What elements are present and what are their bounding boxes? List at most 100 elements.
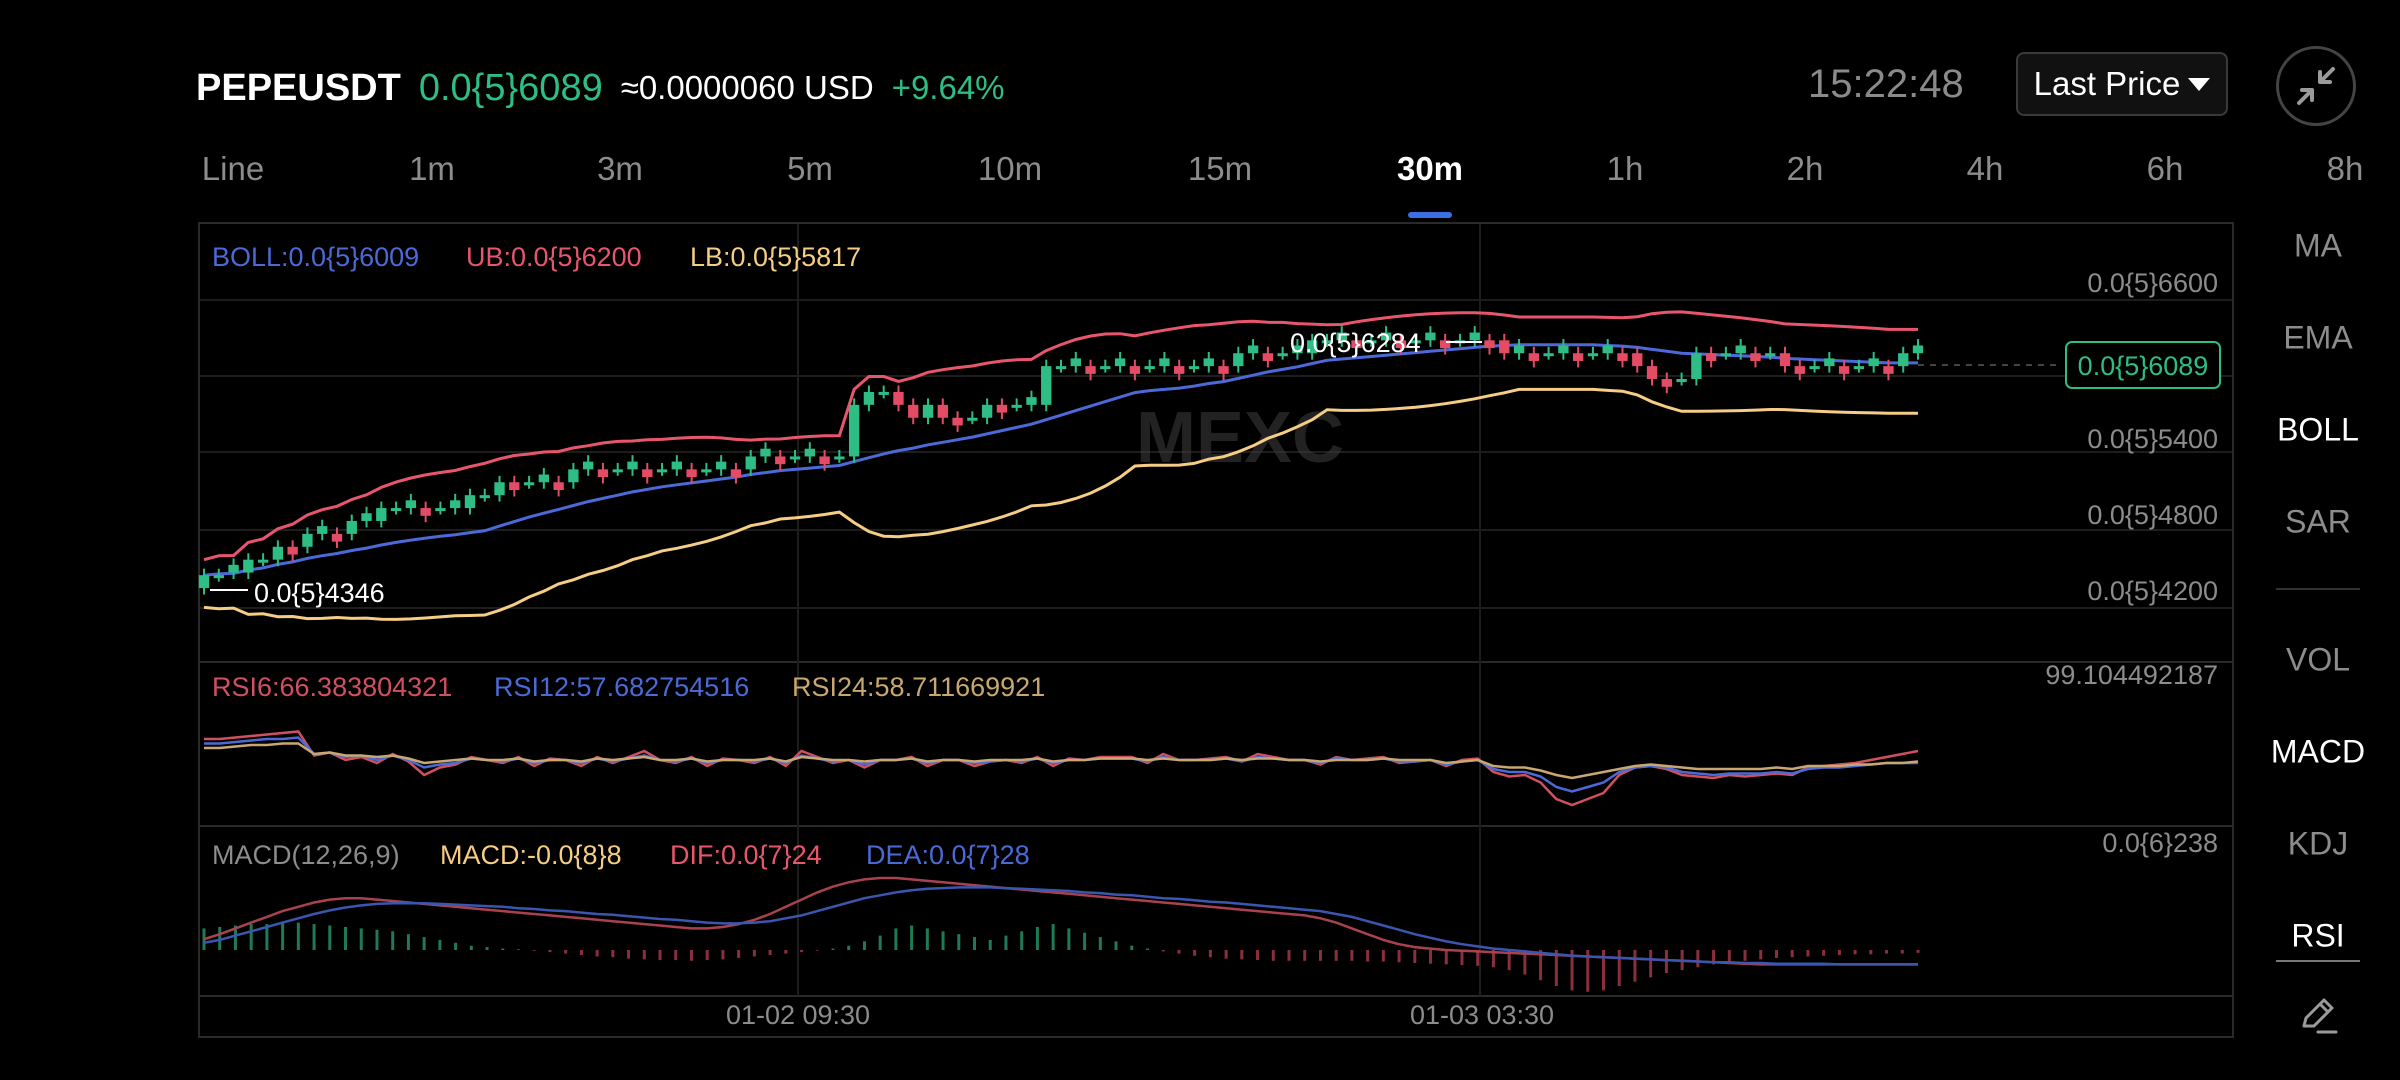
low-price-label: 0.0{5}4346: [254, 578, 385, 608]
candle: [715, 461, 727, 470]
candle: [1203, 358, 1214, 367]
candle: [1100, 366, 1111, 370]
price-axis-tick: 0.0{5}6600: [2087, 268, 2218, 298]
macd-legend-3: DEA:0.0{7}28: [866, 840, 1030, 870]
candle: [1617, 353, 1628, 361]
candle: [450, 500, 461, 509]
indicator-ma[interactable]: MA: [2294, 227, 2342, 264]
candle: [1425, 332, 1436, 341]
clock: 15:22:48: [1808, 62, 1964, 106]
rsi-underline: [2276, 960, 2360, 962]
indicator-vol[interactable]: VOL: [2285, 641, 2351, 678]
tab-line[interactable]: Line: [201, 150, 265, 187]
candle: [1838, 366, 1850, 374]
candle: [804, 448, 815, 457]
candle: [967, 417, 978, 421]
current-price-tag: [2065, 341, 2221, 389]
draw-tool-icon[interactable]: [2296, 992, 2340, 1036]
candle: [1159, 358, 1170, 367]
candle: [1336, 332, 1347, 341]
candle: [1144, 366, 1155, 370]
candle: [1351, 340, 1362, 349]
tab-1m[interactable]: 1m: [409, 150, 455, 187]
rsi-legend-1: RSI12:57.682754516: [494, 672, 749, 702]
candle: [1883, 366, 1894, 374]
candle: [1366, 340, 1377, 344]
price-type-select[interactable]: Last Price: [2016, 52, 2228, 116]
chart-frame: [198, 222, 2234, 1038]
candle: [213, 575, 224, 579]
candle: [1558, 345, 1569, 354]
indicator-boll[interactable]: BOLL: [2277, 411, 2359, 448]
indicator-sar[interactable]: SAR: [2285, 503, 2351, 540]
candle: [390, 508, 402, 512]
candle: [435, 508, 446, 512]
candle: [464, 495, 476, 509]
macd-legend-0: MACD(12,26,9): [212, 840, 400, 870]
macd-line-dea: [203, 886, 1918, 966]
price-axis-tick: 0.0{5}4800: [2087, 500, 2218, 530]
candle: [509, 482, 520, 490]
tab-8h[interactable]: 8h: [2326, 150, 2364, 187]
boll-legend-2: LB:0.0{5}5817: [690, 242, 861, 272]
candle: [952, 417, 963, 426]
candle: [981, 404, 993, 418]
candle: [1085, 366, 1096, 374]
indicator-rsi[interactable]: RSI: [2291, 917, 2345, 954]
candle: [1513, 345, 1525, 354]
candle: [346, 520, 357, 534]
candle: [302, 533, 313, 547]
candle: [937, 404, 948, 418]
rsi-legend-2: RSI24:58.711669921: [792, 672, 1045, 702]
candle: [1691, 353, 1702, 380]
indicator-macd[interactable]: MACD: [2270, 733, 2366, 770]
exit-fullscreen-button[interactable]: [2276, 46, 2356, 126]
tab-5m[interactable]: 5m: [787, 150, 833, 187]
caret-down-icon: [2188, 77, 2211, 91]
candle: [1499, 340, 1510, 354]
candle: [656, 469, 668, 473]
tab-1h[interactable]: 1h: [1606, 150, 1644, 187]
candle: [760, 448, 771, 457]
candle: [1026, 397, 1037, 405]
price-axis-tick: 0.0{5}5400: [2087, 424, 2218, 454]
candle: [1218, 366, 1229, 374]
candle: [317, 526, 328, 534]
tab-6h[interactable]: 6h: [2146, 150, 2184, 187]
tab-2h[interactable]: 2h: [1786, 150, 1824, 187]
candle: [1676, 379, 1687, 383]
candle: [1233, 353, 1244, 367]
candle: [1188, 366, 1200, 370]
tab-30m[interactable]: 30m: [1396, 150, 1464, 187]
candle: [612, 469, 623, 473]
indicator-ema[interactable]: EMA: [2283, 319, 2353, 356]
candle: [1011, 404, 1022, 408]
candle: [1292, 345, 1303, 354]
candle: [568, 469, 579, 483]
candle: [671, 461, 682, 470]
candle: [1868, 358, 1879, 367]
candle: [257, 559, 269, 563]
candle: [1853, 366, 1865, 370]
candle: [420, 508, 431, 516]
candle: [198, 575, 210, 589]
macd-legend-2: DIF:0.0{7}24: [670, 840, 822, 870]
candle: [1262, 353, 1274, 361]
candle: [479, 495, 490, 499]
candle: [878, 391, 889, 395]
tab-15m[interactable]: 15m: [1187, 150, 1253, 187]
candle: [1779, 353, 1791, 367]
candle: [1720, 353, 1732, 357]
indicator-kdj[interactable]: KDJ: [2287, 825, 2349, 862]
candle: [893, 391, 904, 405]
symbol-name[interactable]: PEPEUSDT: [196, 66, 401, 109]
tab-3m[interactable]: 3m: [597, 150, 643, 187]
usd-value: ≈0.0000060 USD: [620, 69, 874, 106]
tab-4h[interactable]: 4h: [1966, 150, 2004, 187]
candle: [1307, 340, 1318, 354]
candle: [1321, 340, 1333, 344]
boll-lb-line: [203, 387, 1918, 621]
tab-10m[interactable]: 10m: [977, 150, 1043, 187]
candle: [272, 546, 284, 560]
